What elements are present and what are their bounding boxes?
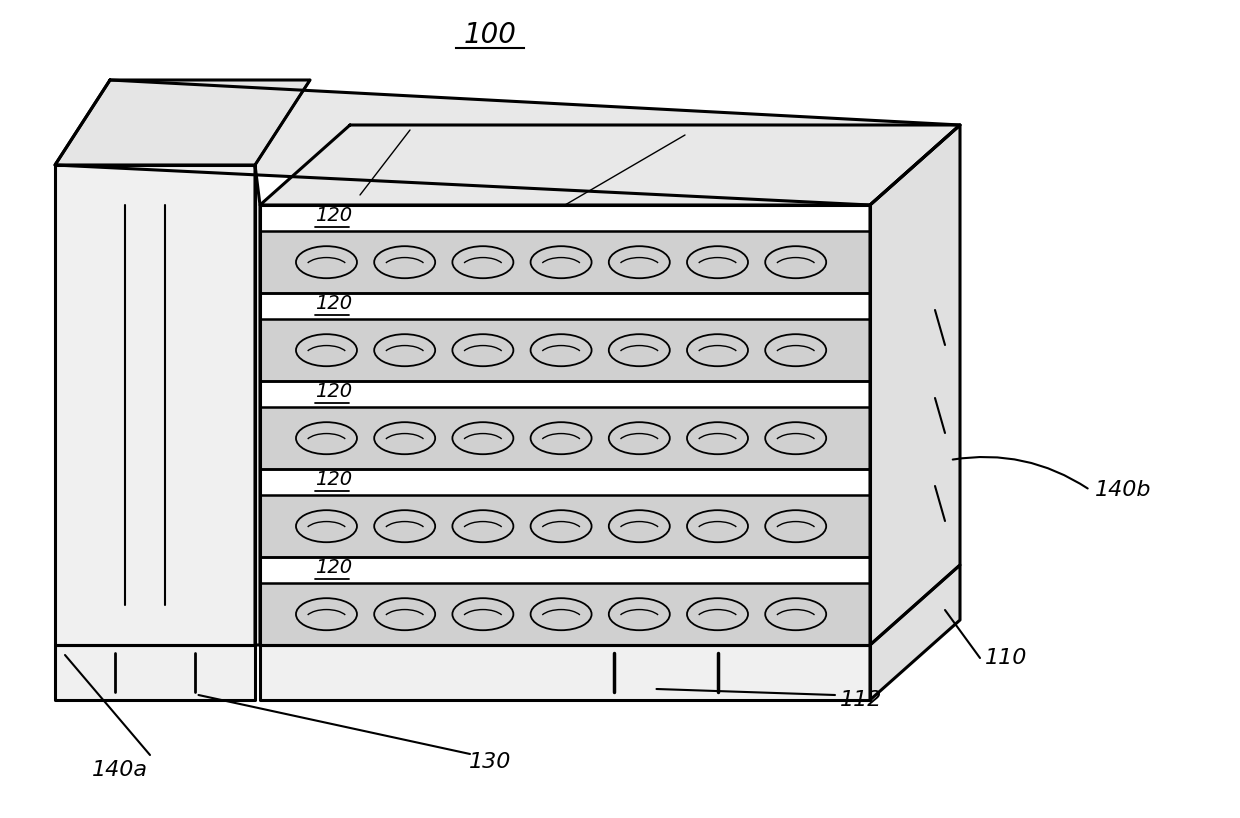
- Text: 112: 112: [839, 690, 883, 710]
- Text: 140a: 140a: [92, 760, 148, 780]
- Polygon shape: [255, 165, 260, 645]
- Polygon shape: [260, 231, 870, 293]
- Polygon shape: [260, 557, 870, 583]
- Polygon shape: [260, 205, 870, 645]
- Polygon shape: [55, 80, 960, 205]
- Polygon shape: [870, 565, 960, 700]
- Text: 120: 120: [315, 294, 352, 313]
- Polygon shape: [260, 583, 870, 645]
- Polygon shape: [260, 125, 960, 205]
- Polygon shape: [55, 165, 255, 645]
- Polygon shape: [260, 645, 870, 700]
- Text: 110: 110: [985, 648, 1028, 668]
- Polygon shape: [55, 80, 310, 165]
- Polygon shape: [55, 645, 255, 700]
- Polygon shape: [260, 381, 870, 407]
- Polygon shape: [260, 205, 870, 231]
- Text: 120: 120: [315, 470, 352, 489]
- Text: 120: 120: [315, 382, 352, 402]
- Text: 140b: 140b: [1095, 480, 1152, 500]
- Polygon shape: [260, 469, 870, 496]
- Polygon shape: [260, 319, 870, 381]
- Polygon shape: [260, 407, 870, 469]
- Text: 100: 100: [464, 21, 516, 49]
- Polygon shape: [870, 125, 960, 645]
- Text: 120: 120: [315, 559, 352, 578]
- Text: 130: 130: [469, 752, 511, 772]
- Polygon shape: [260, 496, 870, 557]
- Text: 120: 120: [315, 206, 352, 226]
- Polygon shape: [260, 293, 870, 319]
